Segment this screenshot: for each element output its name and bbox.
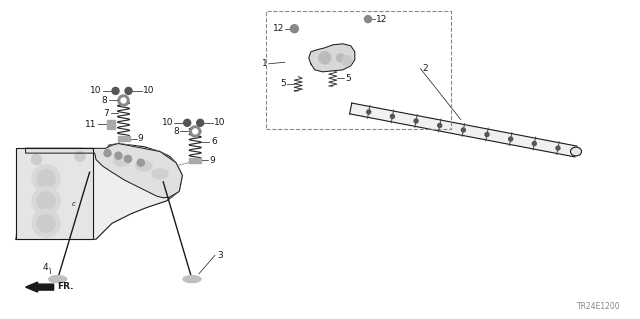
Circle shape (291, 25, 298, 33)
Circle shape (37, 170, 55, 188)
Circle shape (414, 119, 418, 123)
Circle shape (32, 165, 60, 193)
Circle shape (365, 16, 371, 23)
Circle shape (485, 132, 489, 137)
Text: 10: 10 (90, 86, 102, 95)
Polygon shape (26, 144, 182, 198)
Text: 9: 9 (138, 134, 143, 143)
Circle shape (31, 154, 42, 165)
Bar (266, 11, 451, 129)
FancyArrow shape (26, 282, 54, 292)
Circle shape (121, 98, 126, 103)
Bar (118, 136, 129, 141)
Ellipse shape (183, 276, 201, 283)
Circle shape (75, 151, 85, 161)
Circle shape (37, 192, 55, 210)
Circle shape (125, 155, 131, 162)
Circle shape (115, 152, 122, 159)
Ellipse shape (136, 161, 152, 171)
Polygon shape (309, 44, 355, 72)
Circle shape (118, 95, 129, 106)
Polygon shape (16, 148, 93, 239)
Text: 3: 3 (218, 251, 223, 260)
Circle shape (184, 119, 191, 126)
Polygon shape (16, 144, 182, 239)
Text: FR.: FR. (58, 282, 74, 291)
Circle shape (390, 115, 394, 118)
Circle shape (189, 126, 201, 137)
Circle shape (532, 142, 536, 145)
Text: 1: 1 (262, 59, 268, 68)
Text: 12: 12 (273, 24, 284, 33)
Text: 11: 11 (85, 120, 97, 129)
Bar (189, 158, 201, 163)
Ellipse shape (570, 147, 582, 156)
Circle shape (125, 87, 132, 94)
Text: 5: 5 (345, 74, 351, 83)
Ellipse shape (49, 276, 67, 283)
Circle shape (112, 87, 119, 94)
Ellipse shape (114, 156, 129, 166)
Bar (107, 120, 115, 129)
Circle shape (32, 209, 60, 237)
Bar (107, 120, 115, 129)
Circle shape (196, 119, 204, 126)
Text: 10: 10 (214, 118, 226, 127)
Circle shape (37, 214, 55, 232)
Text: 6: 6 (211, 137, 217, 146)
Circle shape (32, 187, 60, 215)
Text: 2: 2 (422, 64, 428, 73)
Circle shape (138, 159, 144, 166)
Ellipse shape (152, 169, 168, 179)
Text: 10: 10 (143, 86, 154, 95)
Bar (189, 158, 201, 163)
Circle shape (461, 128, 465, 132)
Text: 9: 9 (209, 156, 215, 165)
Circle shape (337, 54, 345, 62)
Text: 10: 10 (162, 118, 173, 127)
Circle shape (319, 52, 331, 64)
Text: 8: 8 (173, 127, 179, 136)
Text: 7: 7 (103, 109, 109, 118)
Circle shape (367, 110, 371, 114)
Polygon shape (349, 103, 577, 157)
Text: c: c (72, 201, 76, 207)
Circle shape (104, 150, 111, 157)
Circle shape (509, 137, 513, 141)
Text: 8: 8 (102, 96, 108, 105)
Circle shape (342, 56, 352, 66)
Circle shape (556, 146, 560, 150)
Text: 12: 12 (376, 15, 387, 24)
Text: 4: 4 (42, 263, 48, 272)
Circle shape (193, 129, 198, 134)
Circle shape (438, 123, 442, 128)
Bar (118, 136, 129, 141)
Text: 5: 5 (280, 79, 286, 88)
Text: TR24E1200: TR24E1200 (577, 302, 621, 311)
